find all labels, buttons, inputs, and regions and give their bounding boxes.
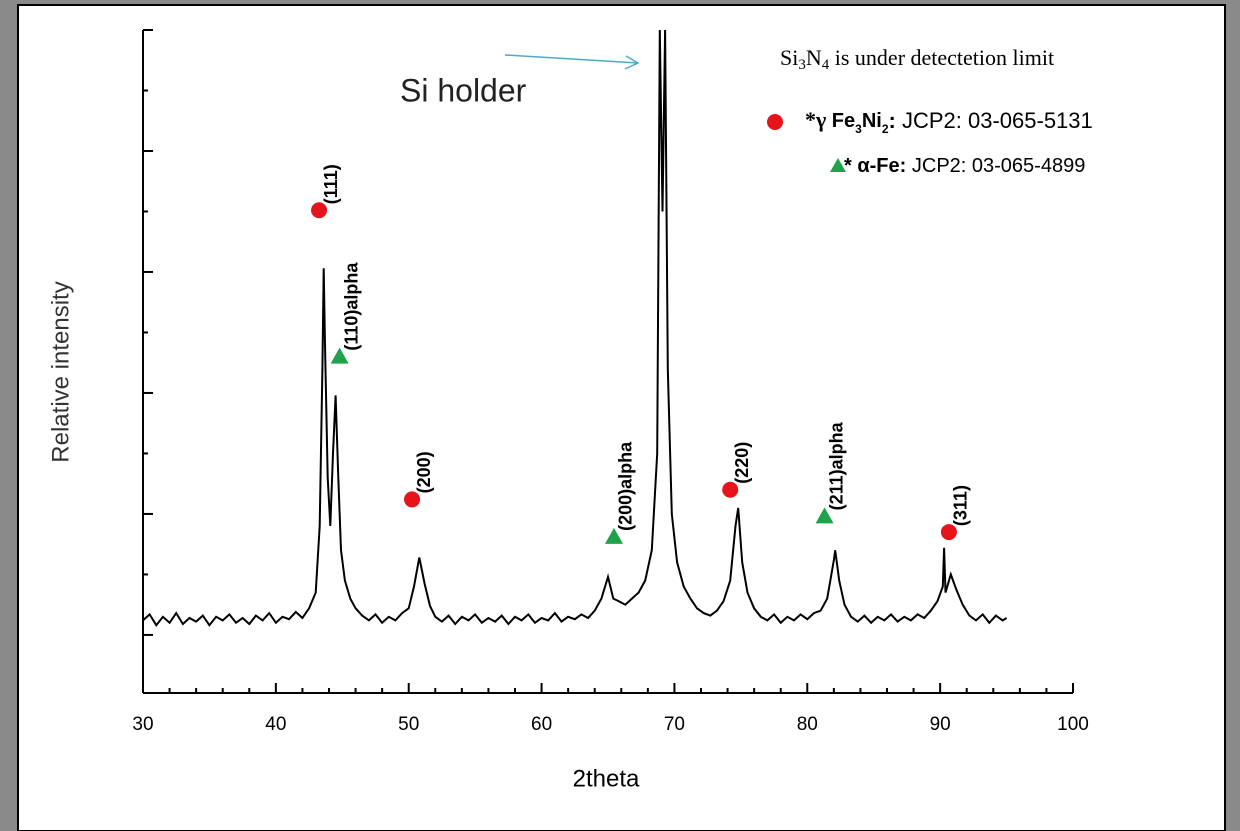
note-part: 4 (822, 57, 830, 73)
legend-part: Ni (862, 110, 882, 132)
note: Si3N4 is under detectetion limit (780, 45, 1054, 73)
note-part: N (806, 45, 822, 70)
peak-marker (311, 202, 328, 219)
legend-entry: *γ Fe3Ni2: JCP2: 03-065-5131 (805, 107, 1093, 136)
legend-part: 3 (855, 122, 862, 136)
peak-label: (110)alpha (341, 262, 361, 351)
x-tick-label: 100 (1057, 714, 1089, 735)
note-part: is under detectetion limit (829, 45, 1054, 70)
peak-marker (815, 507, 834, 524)
peak-label: (200)alpha (616, 441, 636, 531)
x-tick-label: 50 (398, 714, 419, 735)
note-part: Si (780, 45, 798, 70)
legend-part: JCP2: 03-065-4899 (906, 155, 1085, 177)
peak-label: (211)alpha (826, 421, 846, 510)
legend-triangle (830, 158, 846, 172)
peak-label: (200) (414, 451, 434, 493)
holder-label: Si holder (400, 72, 527, 108)
arrow-head (624, 55, 640, 70)
x-tick-label: 90 (930, 714, 951, 735)
legend-entry: * α-Fe: JCP2: 03-065-4899 (844, 155, 1085, 177)
legend-part: * (844, 155, 857, 177)
legend-part: Fe (832, 110, 855, 132)
peak-marker (330, 347, 349, 364)
x-tick-label: 80 (797, 714, 818, 735)
peak-marker (940, 524, 957, 541)
legend-part: 2 (882, 122, 889, 136)
peak-label: (111) (321, 164, 341, 204)
x-axis-title: 2theta (573, 765, 640, 792)
peak-label: (220) (732, 442, 752, 484)
note-part: 3 (798, 57, 806, 73)
legend-circle (767, 114, 783, 130)
peak-marker (722, 481, 739, 498)
arrow (504, 54, 639, 64)
peak-marker (404, 491, 421, 508)
diffraction-line (142, 29, 1008, 627)
legend-part: *γ (805, 107, 832, 132)
legend-part: : (889, 108, 902, 133)
x-tick-label: 40 (265, 714, 286, 735)
legend-part: JCP2: 03-065-5131 (902, 108, 1093, 133)
peak-label: (311) (951, 485, 971, 526)
x-tick-label: 70 (664, 714, 685, 735)
peak-marker (604, 527, 623, 544)
y-axis-title: Relative intensity (47, 281, 74, 462)
x-tick-label: 30 (132, 714, 153, 735)
x-tick-label: 60 (531, 714, 552, 735)
legend-part: α-Fe: (857, 155, 906, 177)
